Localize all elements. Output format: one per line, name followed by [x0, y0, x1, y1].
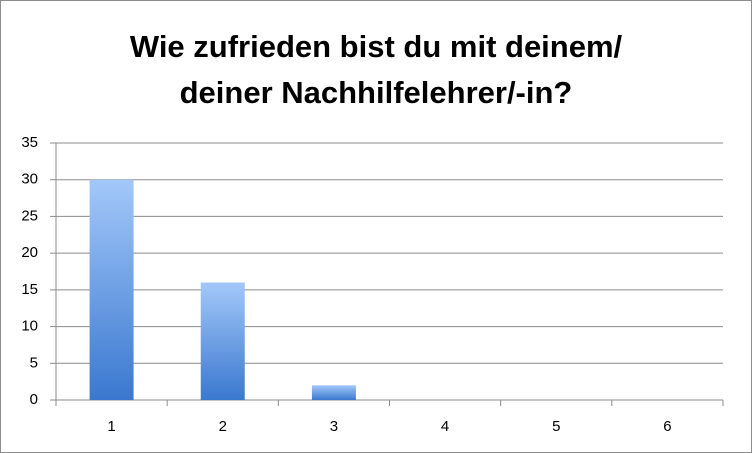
y-tick-label: 35 — [21, 134, 38, 151]
x-tick-label: 6 — [663, 418, 671, 435]
x-tick-label: 1 — [107, 418, 115, 435]
y-tick-label: 20 — [21, 244, 38, 261]
y-tick-label: 10 — [21, 318, 38, 335]
y-tick-label: 15 — [21, 281, 38, 298]
chart-title: Wie zufrieden bist du mit deinem/ — [130, 29, 623, 64]
y-tick-label: 5 — [30, 354, 38, 371]
y-tick-label: 30 — [21, 171, 38, 188]
chart-title: deiner Nachhilfelehrer/-in? — [180, 75, 573, 110]
bar — [311, 385, 356, 400]
y-tick-label: 0 — [30, 391, 38, 408]
x-tick-label: 5 — [552, 418, 560, 435]
bar — [200, 282, 245, 400]
x-tick-label: 3 — [330, 418, 338, 435]
x-tick-label: 2 — [219, 418, 227, 435]
x-tick-label: 4 — [441, 418, 449, 435]
bar — [89, 179, 134, 400]
y-tick-label: 25 — [21, 207, 38, 224]
